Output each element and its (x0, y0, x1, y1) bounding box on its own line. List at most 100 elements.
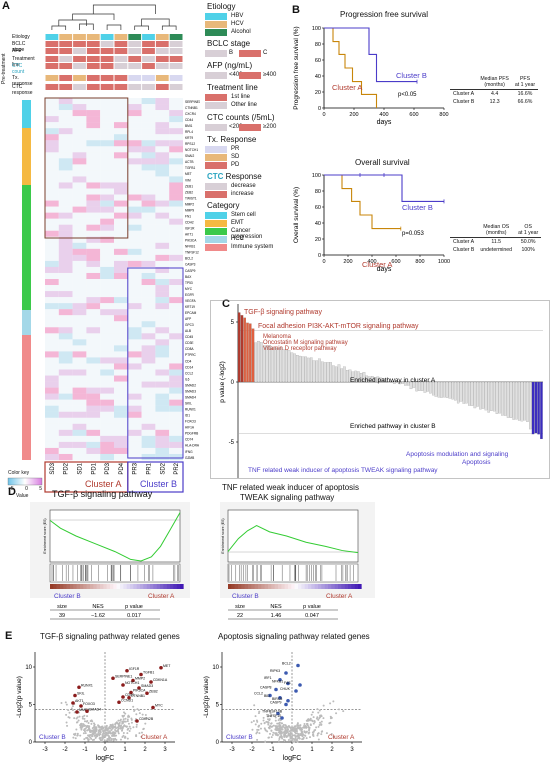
pathway-bar (443, 381, 446, 398)
gene-point-label: CTNNB1 (131, 694, 145, 698)
legend-afp-title: AFP (ng/mL) (207, 61, 253, 70)
heatmap-cell (72, 104, 87, 111)
heatmap-cell (127, 381, 142, 388)
legend-item: Immune system (231, 244, 274, 250)
volcano-point (132, 726, 135, 729)
heatmap-cell (169, 369, 183, 376)
heatmap-cell (58, 224, 73, 231)
heatmap-cell (155, 170, 170, 177)
heatmap-cell (58, 339, 73, 346)
gsea-plots: Enrichment score (ES) Cluster B Cluster A s… (30, 502, 375, 620)
volcano-point (286, 726, 289, 729)
pathway-bar (290, 352, 294, 383)
volcano-point (277, 728, 280, 731)
heatmap-cell (155, 224, 170, 231)
gsea-table-value: 22 (237, 613, 243, 619)
volcano-point (119, 719, 122, 722)
heatmap-cell (58, 429, 73, 437)
x-tick-label: 600 (409, 112, 418, 118)
gene-point-label: ZEB2 (149, 689, 158, 693)
gsea-es-curve (227, 525, 359, 554)
heatmap-cell (86, 140, 101, 147)
volcano-point (70, 707, 73, 710)
volcano-point (65, 703, 68, 706)
sample-label-7: PR1 (147, 462, 153, 474)
volcano-point (294, 736, 297, 739)
x-axis-label: days (377, 266, 392, 273)
volcano-point (260, 722, 263, 725)
gsea-es-curve (49, 512, 181, 562)
heatmap-cell (72, 399, 87, 406)
heatmap-cell (45, 200, 59, 207)
highlight-point (127, 695, 131, 700)
annotation-cell (128, 84, 142, 90)
heatmap-cell (141, 423, 156, 431)
heatmap-cell (100, 285, 114, 292)
heatmap-cell (141, 242, 156, 250)
heatmap-cell (58, 393, 73, 400)
heatmap-cell (141, 248, 156, 256)
heatmap-cell (100, 152, 114, 159)
gene-label: NOTCH1 (185, 148, 198, 152)
annotation-cell (169, 48, 183, 54)
heatmap-cell (155, 279, 170, 286)
heatmap-cell (155, 164, 170, 171)
volcano-point (101, 740, 104, 743)
heatmap-cell (100, 176, 114, 183)
gene-label: BMI1 (185, 124, 193, 128)
heatmap-cell (141, 218, 156, 225)
volcano-point (303, 722, 306, 725)
annotation-cell (142, 41, 155, 47)
heatmap-cell (155, 248, 170, 256)
heatmap-cell (114, 351, 128, 358)
pathway-label-bottom: TNF related weak inducer of apoptosis TW… (248, 467, 438, 474)
row-label-2: AFP (12, 48, 22, 54)
pathway-bar (523, 381, 527, 421)
y-tick-label: 100 (312, 173, 321, 179)
heatmap-cell (86, 309, 101, 316)
panel-d-label: D (8, 486, 16, 498)
pathway-bar (376, 376, 380, 383)
gsea-table-value: 0.017 (127, 613, 141, 619)
heatmap-cell (100, 333, 114, 340)
volcano-point (117, 732, 120, 735)
highlight-point (298, 683, 302, 687)
volcano-point (267, 721, 270, 724)
heatmap-cell (169, 321, 183, 328)
legend-swatch (205, 72, 227, 79)
gsea-ylabel: Enrichment score (ES) (221, 518, 225, 553)
heatmap-cell (58, 399, 73, 406)
heatmap-cell (72, 200, 87, 207)
heatmap-cell (155, 315, 170, 322)
gene-label: ZEB1 (185, 184, 193, 188)
volcano-cluster-b-label: Cluster B (226, 734, 253, 741)
heatmap-cell (114, 363, 128, 370)
volcano-point (68, 716, 71, 719)
heatmap-cell (141, 98, 156, 105)
volcano-point (303, 734, 306, 737)
heatmap-cell (58, 315, 73, 322)
annotation-cell (100, 48, 114, 54)
heatmap-cell (169, 327, 183, 334)
heatmap-cell (169, 260, 183, 268)
volcano-point (269, 712, 272, 715)
annotation-cell (100, 84, 114, 90)
pathway-bar (279, 347, 283, 383)
row-label-1: BCLC stage (12, 41, 26, 53)
pathway-bar (495, 381, 499, 414)
heatmap-cell (127, 176, 142, 183)
volcano-point (93, 731, 96, 734)
highlight-point (85, 709, 89, 714)
heatmap-cell (169, 417, 183, 424)
heatmap-cell (45, 158, 59, 165)
heatmap-cell (169, 134, 183, 141)
heatmap-cell (86, 176, 101, 183)
volcano-point (83, 717, 86, 720)
heatmap-cell (141, 339, 156, 346)
heatmap-cell (169, 315, 183, 322)
volcano-point (80, 722, 83, 725)
volcano-point (292, 728, 295, 731)
volcano-point (93, 738, 96, 741)
gene-point-label: MMP9 (79, 708, 89, 712)
volcano-point (315, 726, 318, 729)
